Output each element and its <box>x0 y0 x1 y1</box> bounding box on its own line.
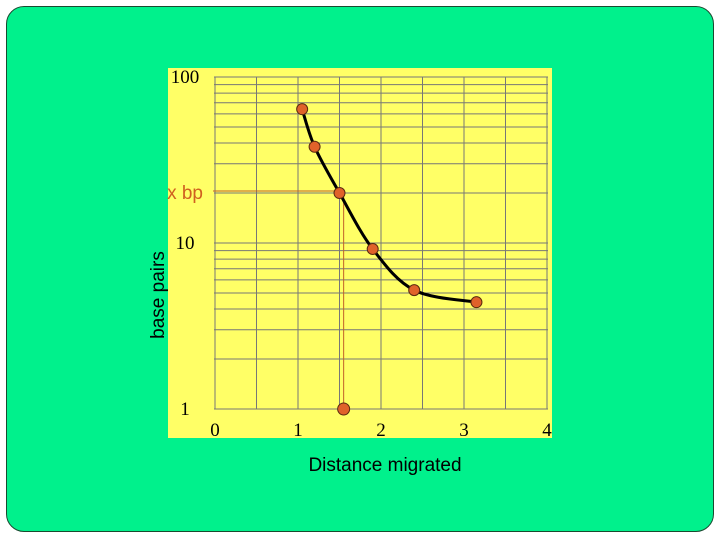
x-axis-label: Distance migrated <box>308 455 461 476</box>
x-tick-label: 2 <box>376 420 386 441</box>
data-point <box>366 243 379 256</box>
x-tick-label: 4 <box>542 420 552 441</box>
y-tick-label: 100 <box>171 67 200 88</box>
y-axis-label: base pairs <box>148 251 169 339</box>
data-point <box>308 140 321 153</box>
x-tick-labels: 0 1 2 3 4 <box>210 420 552 441</box>
unknown-point <box>337 402 351 416</box>
unknown-guides <box>213 190 345 409</box>
y-tick-labels: 1 10 100 <box>171 67 200 420</box>
x-tick-label: 1 <box>293 420 303 441</box>
x-tick-label: 3 <box>459 420 469 441</box>
plot-area <box>168 68 552 438</box>
data-point <box>470 296 483 309</box>
unknown-label: x bp <box>167 183 203 204</box>
data-point <box>296 103 309 116</box>
y-tick-label: 10 <box>176 233 195 254</box>
data-points <box>296 103 483 416</box>
x-tick-label: 0 <box>210 420 220 441</box>
data-point <box>333 187 346 200</box>
grid <box>214 76 548 410</box>
y-tick-label: 1 <box>180 399 190 420</box>
data-point <box>408 284 421 297</box>
